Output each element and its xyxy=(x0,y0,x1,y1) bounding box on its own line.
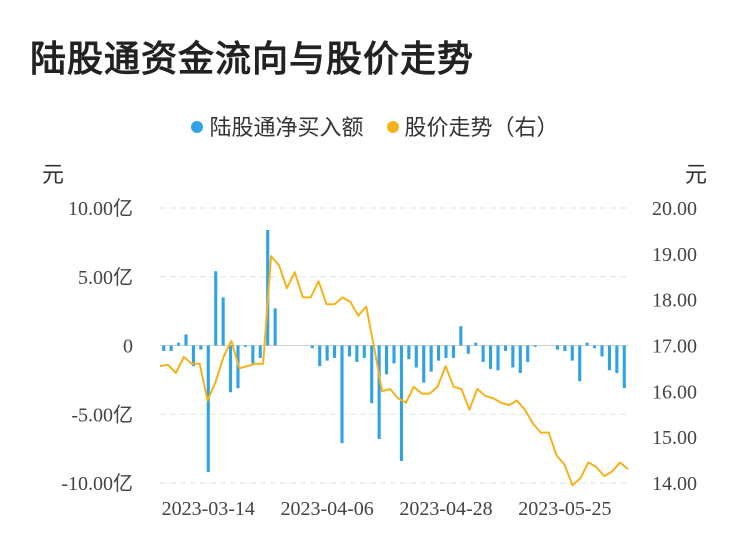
net-buy-bar xyxy=(177,342,181,346)
net-buy-bar xyxy=(481,345,485,362)
net-buy-bar xyxy=(310,345,314,349)
net-buy-bar xyxy=(191,345,195,367)
net-buy-bar xyxy=(615,345,619,373)
net-buy-bar xyxy=(533,345,537,347)
right-tick-label: 16.00 xyxy=(652,381,697,403)
right-tick-label: 19.00 xyxy=(652,244,697,266)
legend-item-price[interactable]: 股价走势（右） xyxy=(386,110,559,142)
legend-dot-icon xyxy=(191,121,204,133)
net-buy-bar xyxy=(444,345,448,358)
net-buy-bar xyxy=(622,345,626,389)
net-buy-bar xyxy=(347,345,351,357)
net-buy-bar xyxy=(243,345,247,347)
net-buy-bar xyxy=(466,345,470,354)
net-buy-bar xyxy=(199,345,203,350)
net-buy-bar xyxy=(214,271,218,346)
net-buy-bar xyxy=(258,345,262,358)
net-buy-bar xyxy=(407,345,411,360)
legend-item-net-buy[interactable]: 陆股通净买入额 xyxy=(191,110,364,142)
legend: 陆股通净买入额 股价走势（右） xyxy=(0,110,750,142)
right-tick-label: 14.00 xyxy=(652,473,697,495)
chart-title: 陆股通资金流向与股价走势 xyxy=(30,39,475,80)
net-buy-bar xyxy=(206,345,210,472)
net-buy-bar xyxy=(377,345,381,439)
net-buy-bar xyxy=(429,345,433,372)
x-tick-label: 2023-04-28 xyxy=(399,498,492,520)
net-buy-bar xyxy=(385,345,389,375)
x-tick-label: 2023-03-14 xyxy=(162,498,255,520)
right-tick-label: 20.00 xyxy=(652,198,697,220)
legend-dot-icon xyxy=(386,121,399,133)
net-buy-bar xyxy=(370,345,374,404)
net-buy-bar xyxy=(266,230,270,346)
right-tick-label: 15.00 xyxy=(652,427,697,449)
net-buy-bar xyxy=(392,345,396,364)
left-tick-label: -10.00亿 xyxy=(61,472,133,495)
legend-label: 股价走势（右） xyxy=(404,116,559,141)
net-buy-bar xyxy=(489,345,493,369)
x-tick-label: 2023-04-06 xyxy=(280,498,373,520)
net-buy-bar xyxy=(399,345,403,461)
net-buy-bar xyxy=(526,345,530,362)
net-buy-bar xyxy=(570,345,574,361)
net-buy-bar xyxy=(600,345,604,357)
net-buy-bar xyxy=(474,342,478,346)
left-tick-label: -5.00亿 xyxy=(71,403,133,426)
net-buy-bar xyxy=(325,345,329,361)
net-buy-bar xyxy=(422,345,426,383)
legend-label: 陆股通净买入额 xyxy=(209,116,364,141)
net-buy-bar xyxy=(585,342,589,346)
price-line xyxy=(159,255,629,487)
net-buy-bar xyxy=(496,345,500,371)
net-buy-bar xyxy=(555,345,559,350)
net-buy-bar xyxy=(340,345,344,444)
right-tick-label: 17.00 xyxy=(652,336,697,358)
net-buy-bar xyxy=(578,345,582,382)
net-buy-bar xyxy=(503,345,507,351)
net-buy-bar xyxy=(221,297,225,346)
net-buy-bar xyxy=(251,345,255,364)
net-buy-bar xyxy=(563,345,567,351)
left-tick-label: 5.00亿 xyxy=(78,266,133,289)
net-buy-bar xyxy=(169,345,173,351)
net-buy-bar xyxy=(229,345,233,393)
net-buy-bar xyxy=(184,334,188,346)
net-buy-bar xyxy=(333,345,337,358)
net-buy-bar xyxy=(355,345,359,362)
x-tick-label: 2023-05-25 xyxy=(518,498,611,520)
net-buy-bar xyxy=(511,345,515,368)
left-tick-label: 0 xyxy=(123,336,133,358)
net-buy-bar xyxy=(451,345,455,358)
left-tick-label: 10.00亿 xyxy=(68,197,133,220)
net-buy-bar xyxy=(414,345,418,368)
net-buy-bar xyxy=(437,345,441,361)
net-buy-bar xyxy=(362,345,366,358)
net-buy-bar xyxy=(607,345,611,371)
net-buy-bar xyxy=(593,345,597,349)
net-buy-bar xyxy=(162,345,166,351)
net-buy-bar xyxy=(273,308,277,346)
right-axis-unit: 元 xyxy=(685,163,708,188)
net-buy-bar xyxy=(518,345,522,373)
net-buy-bar xyxy=(459,326,463,346)
left-axis-unit: 元 xyxy=(42,163,65,188)
right-tick-label: 18.00 xyxy=(652,290,697,312)
net-buy-bar xyxy=(318,345,322,367)
